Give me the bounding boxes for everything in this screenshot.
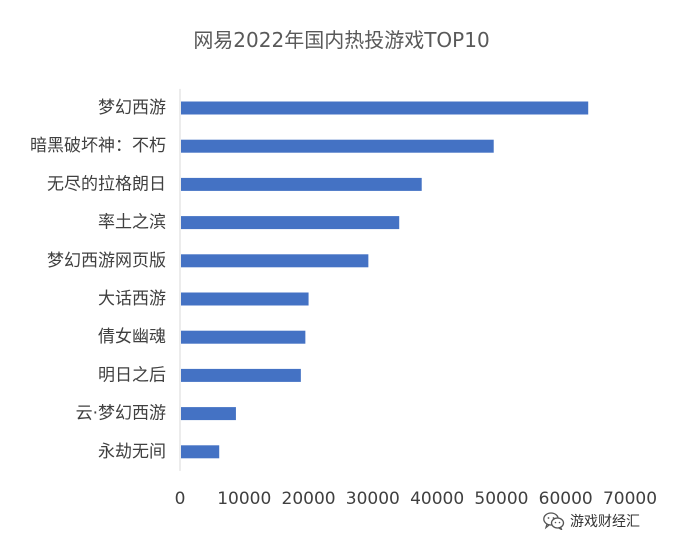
category-label: 明日之后	[98, 365, 166, 385]
category-label: 倩女幽魂	[98, 327, 166, 347]
watermark-text: 游戏财经汇	[570, 514, 640, 530]
bar	[181, 330, 306, 344]
bar	[181, 177, 422, 191]
bar	[181, 407, 236, 421]
chart-title: 网易2022年国内热投游戏TOP10	[193, 28, 490, 52]
category-label: 率土之滨	[98, 213, 166, 233]
wechat-icon	[543, 512, 565, 530]
watermark: 游戏财经汇	[543, 511, 640, 531]
x-tick-label: 70000	[603, 489, 657, 509]
bar	[181, 101, 589, 115]
bar	[181, 368, 301, 382]
category-label: 梦幻西游	[98, 98, 166, 118]
category-label: 永劫无间	[98, 442, 166, 462]
bar	[181, 216, 400, 230]
x-tick-label: 40000	[410, 489, 464, 509]
bar	[181, 445, 220, 459]
category-label: 梦幻西游网页版	[47, 251, 166, 271]
bar	[181, 292, 309, 306]
category-label: 云·梦幻西游	[76, 404, 166, 424]
category-labels: 梦幻西游暗黑破坏神：不朽无尽的拉格朗日率土之滨梦幻西游网页版大话西游倩女幽魂明日…	[30, 98, 166, 462]
category-label: 大话西游	[98, 289, 166, 309]
x-tick-label: 50000	[474, 489, 528, 509]
x-tick-label: 10000	[217, 489, 271, 509]
x-tick-labels: 0 10000 20000 30000 40000 50000 60000 70000	[175, 489, 657, 509]
bar	[181, 254, 369, 268]
x-tick-label: 20000	[282, 489, 336, 509]
x-tick-label: 60000	[539, 489, 593, 509]
category-label: 无尽的拉格朗日	[47, 174, 166, 194]
x-tick-label: 30000	[346, 489, 400, 509]
bars-layer	[181, 101, 589, 459]
bar	[181, 139, 494, 153]
category-label: 暗黑破坏神：不朽	[30, 136, 166, 156]
x-tick-label: 0	[175, 489, 186, 509]
